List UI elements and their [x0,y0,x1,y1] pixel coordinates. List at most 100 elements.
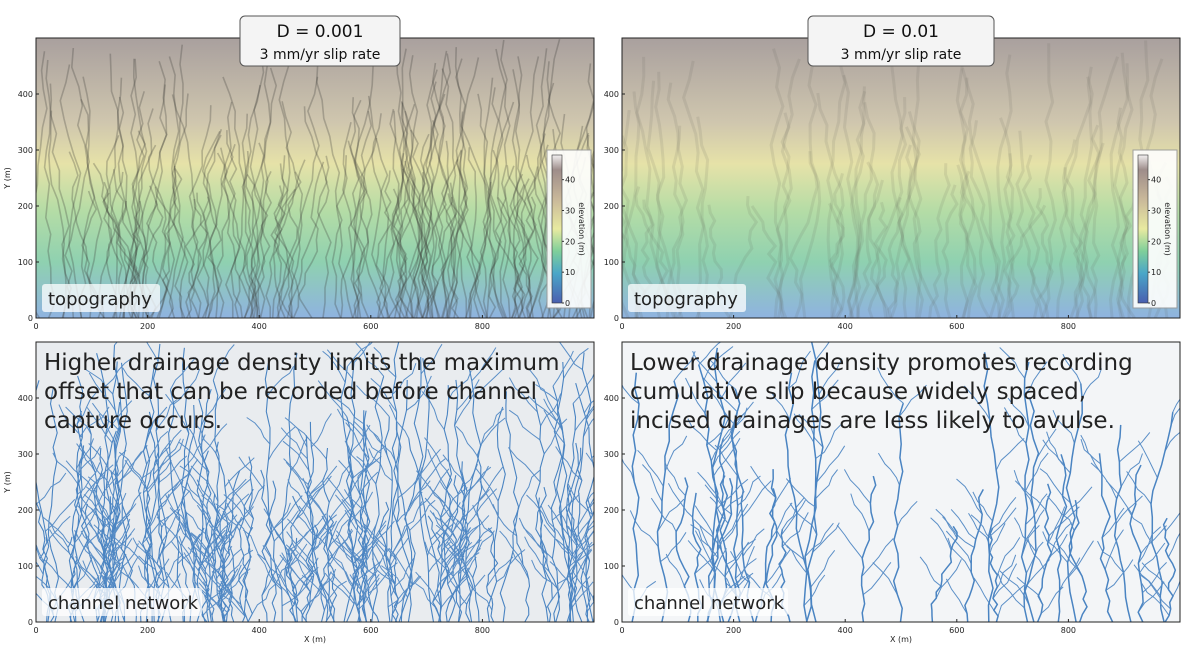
colorbar-tick-label: 30 [1151,207,1161,216]
channel [1098,453,1114,622]
tributary [65,460,95,492]
tributary [664,461,686,496]
ridge-shade [1062,139,1084,318]
tributary [348,547,376,577]
tributary [364,526,391,562]
tributary [118,451,146,485]
channel [860,475,877,622]
tributary [356,456,377,485]
x-tick-label: 200 [726,322,741,331]
colorbar [551,154,563,304]
tributary [535,384,559,416]
tributary [204,536,226,570]
channel [323,515,338,622]
tributary [712,437,741,478]
channel [566,403,577,622]
ridge-shade [410,129,430,318]
ridge-shade [1118,188,1137,318]
tributary [458,548,481,575]
x-tick-label: 400 [838,322,853,331]
channel [486,527,499,622]
channel [1162,517,1177,622]
label-box [628,284,746,312]
tributary [146,431,169,465]
tributary [76,443,96,473]
tributary [430,502,461,540]
ridge-shade [424,69,438,318]
tributary [1042,531,1068,563]
tributary [371,549,396,585]
channel [964,489,984,622]
ridge-shade [955,41,977,318]
tributary [1090,462,1118,500]
panel-image [36,38,594,318]
tributary [496,549,526,583]
channel [568,352,592,622]
ridge-shade [509,56,540,318]
ridge-shade [441,68,458,318]
ridge-shade [223,130,247,318]
tributary [685,377,706,414]
ridge-shade [117,96,138,318]
tributary [71,556,93,593]
channel [1055,454,1068,622]
ridge-shade [855,161,880,318]
tributary [1139,574,1172,610]
tributary [286,531,314,565]
annotation-line: Lower drainage density promotes recordin… [630,350,1133,376]
y-tick-label: 0 [28,314,33,323]
tributary [1024,452,1049,493]
tributary [193,579,213,616]
channel [113,344,128,622]
y-tick-label: 300 [18,450,33,459]
tributary [311,413,332,448]
tributary [486,556,514,587]
tributary [409,499,436,531]
tributary [703,346,734,381]
tributary [987,507,1017,539]
ridge-shade [270,188,296,318]
tributary [526,494,556,534]
tributary [333,396,365,425]
tributary [558,511,583,547]
channel [1023,396,1040,622]
ridge-shade [445,182,460,318]
ridge-shade [131,61,168,318]
tributary [712,430,741,469]
tributary [725,538,756,566]
tributary [698,342,722,365]
ridge-shade [158,44,184,318]
ridge-shade [867,201,888,318]
x-tick-label: 600 [949,322,964,331]
tributary [52,452,79,484]
tributary [499,530,524,565]
tributary [283,458,309,485]
ridge-shade [286,76,320,318]
tributary [370,378,398,413]
ridge-shade [407,55,424,318]
tributary [271,573,295,605]
tributary [585,491,594,503]
ridge-shade [497,196,527,318]
tributary [930,517,952,551]
tributary [557,554,583,585]
y-tick-label: 0 [614,314,619,323]
tributary [1141,562,1169,590]
channel [1113,424,1132,622]
tributary [161,508,181,543]
tributary [455,426,478,457]
tributary [347,491,374,526]
ridge-shade [426,140,455,318]
ridge-shade [853,86,866,318]
tributary [471,347,497,382]
tributary [326,349,353,380]
channel [1065,383,1083,622]
channel [36,380,52,622]
ridge-shade [622,91,641,318]
label-box [42,588,202,616]
channel [196,389,226,622]
tributary [540,505,564,541]
channel [443,470,456,622]
tributary [78,445,101,474]
channel [238,527,254,622]
